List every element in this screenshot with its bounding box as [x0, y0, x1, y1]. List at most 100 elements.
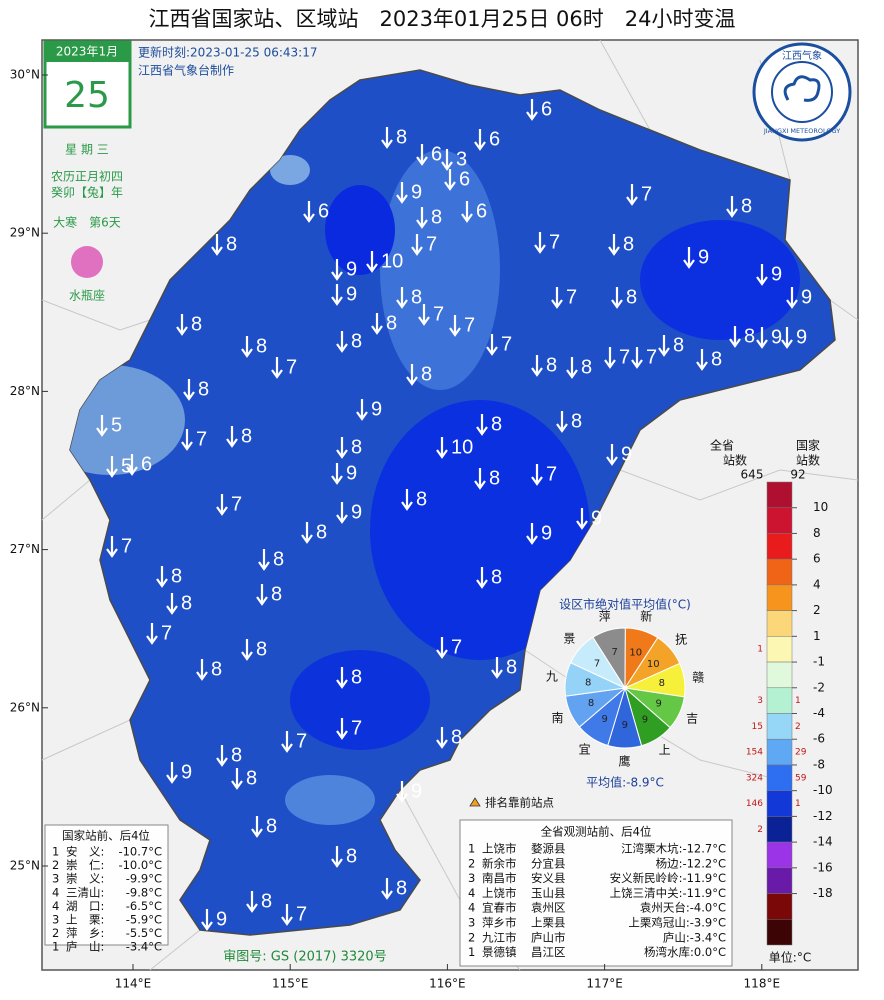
wind-arrow	[176, 314, 188, 336]
station-value: 8	[506, 656, 517, 678]
top-station-note: 排名靠前站点	[485, 796, 554, 810]
wind-arrow	[336, 718, 348, 740]
wind-arrow	[211, 234, 223, 256]
wind-arrow	[461, 201, 473, 223]
cold-zone	[640, 220, 800, 340]
station-value: 5	[111, 414, 122, 436]
station-value: 7	[646, 346, 657, 368]
station-value: 7	[546, 463, 557, 485]
pie-city: 萍	[599, 609, 611, 623]
pie-city: 上	[659, 743, 671, 757]
station-value: 8	[316, 521, 327, 543]
province-count: 1	[757, 645, 763, 655]
station-value: 8	[451, 726, 462, 748]
legend-tick-label: -6	[813, 732, 825, 746]
lat-label: 29°N	[10, 226, 40, 240]
legend-tick-label: 8	[813, 526, 821, 540]
title: 江西省国家站、区域站 2023年01月25日 06时 24小时变温	[148, 7, 735, 31]
national-cell: 4	[52, 899, 59, 913]
lat-label: 25°N	[10, 859, 40, 873]
province-cell: 昌江区	[531, 945, 566, 959]
legend-tick-label: -14	[813, 835, 833, 849]
wind-arrow	[166, 593, 178, 615]
national-cell: 上 栗:	[66, 913, 104, 927]
national-cell: 萍 乡:	[66, 926, 104, 940]
wind-arrow	[183, 379, 195, 401]
national-cell: 湖 口:	[66, 899, 104, 913]
legend-tick-label: -10	[813, 783, 833, 797]
station-value: 9	[771, 326, 782, 348]
legend-total: 645	[741, 468, 764, 482]
station-value: 8	[231, 744, 242, 766]
wind-arrow	[106, 536, 118, 558]
wind-arrow	[556, 411, 568, 433]
wind-arrow	[371, 313, 383, 335]
wind-arrow	[658, 335, 670, 357]
wind-arrow	[231, 768, 243, 790]
station-value: 8	[711, 348, 722, 370]
wind-arrow	[271, 357, 283, 379]
wind-arrow	[226, 426, 238, 448]
province-count: 154	[746, 748, 763, 758]
pie-city: 九	[546, 670, 558, 684]
wind-arrow	[146, 623, 158, 645]
station-value: 9	[346, 283, 357, 305]
wind-arrow	[331, 463, 343, 485]
station-value: 8	[191, 313, 202, 335]
legend-tick-label: -8	[813, 757, 825, 771]
wind-arrow	[331, 846, 343, 868]
legend-box	[766, 558, 793, 586]
station-value: 9	[411, 780, 422, 802]
wind-arrow	[181, 429, 193, 451]
station-value: 7	[351, 717, 362, 739]
wind-arrow	[476, 567, 488, 589]
station-value: 8	[491, 413, 502, 435]
wind-arrow	[356, 399, 368, 421]
wind-arrow	[416, 144, 428, 166]
station-value: 8	[673, 334, 684, 356]
province-count: 146	[746, 799, 763, 809]
province-cell: 玉山县	[531, 886, 566, 900]
wind-arrow	[381, 127, 393, 149]
wind-arrow	[531, 355, 543, 377]
station-value: 9	[216, 908, 227, 930]
national-count: 59	[795, 773, 807, 783]
station-value: 6	[431, 143, 442, 165]
wind-arrow	[196, 659, 208, 681]
legend-box	[766, 687, 793, 714]
wind-arrow	[396, 182, 408, 204]
station-value: 8	[351, 666, 362, 688]
national-cell: 2	[52, 926, 59, 940]
station-value: 7	[231, 493, 242, 515]
legend-header: 全省	[710, 438, 734, 453]
legend-header: 站数	[796, 453, 820, 468]
wind-arrow	[126, 454, 138, 476]
wind-arrow	[381, 878, 393, 900]
wind-arrow	[611, 287, 623, 309]
wind-arrow	[301, 522, 313, 544]
tables: 国家站前、后4位 全省观测站前、后4位 排名靠前站点 审图号: GS (2017…	[44, 796, 733, 967]
wind-arrow	[756, 264, 768, 286]
province-count: 324	[746, 773, 763, 783]
station-value: 7	[641, 183, 652, 205]
province-cell: 袁州天台:-4.0°C	[640, 901, 726, 915]
province-cell: 4	[468, 901, 475, 915]
lon-label: 114°E	[115, 977, 152, 991]
station-value: 7	[296, 903, 307, 925]
lon-label: 116°E	[429, 977, 466, 991]
national-cell: -5.9°C	[126, 913, 162, 927]
station-value: 9	[411, 181, 422, 203]
wind-arrow	[251, 816, 263, 838]
station-value: 9	[346, 462, 357, 484]
province-count: 3	[757, 696, 763, 706]
national-cell: 3	[52, 913, 59, 927]
station-value: 6	[476, 200, 487, 222]
lat-label: 26°N	[10, 700, 40, 714]
wind-arrow	[756, 327, 768, 349]
station-value: 6	[541, 98, 552, 120]
wind-arrow	[436, 637, 448, 659]
wind-arrow	[396, 781, 408, 803]
cold-zone	[325, 185, 395, 275]
station-value: 9	[796, 326, 807, 348]
station-value: 7	[426, 233, 437, 255]
